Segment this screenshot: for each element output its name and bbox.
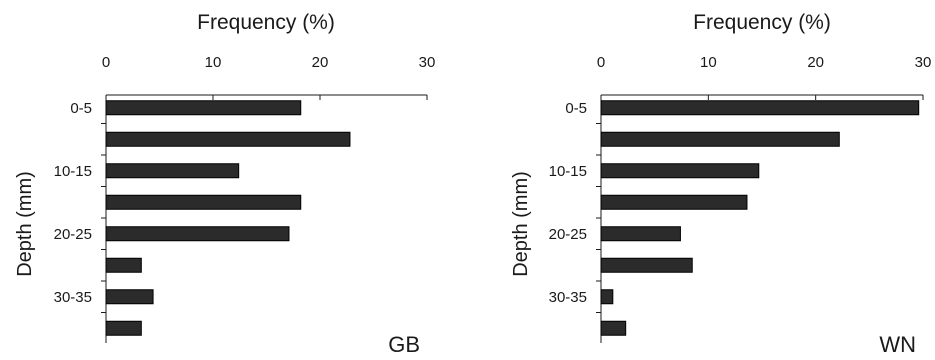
bar-5-10 [105,131,351,147]
x-tick-label: 10 [700,54,717,71]
x-tick-label: 20 [807,54,824,71]
bar-25-30 [105,257,142,273]
chart-panel-gb: Frequency (%) 0 10 20 30 0-5 10-15 20-25 30-35 De… [14,11,435,357]
bar-20-25 [600,226,681,242]
bar-25-30 [600,257,693,273]
bar-20-25 [105,226,290,242]
y-tick-label: 20-25 [54,226,92,243]
bar-0-5 [105,100,302,116]
bar-15-20 [105,194,302,210]
x-tick-label: 30 [915,54,932,71]
y-axis-title: Depth (mm) [14,171,36,277]
y-tick-label: 10-15 [549,163,587,180]
y-tick-label: 10-15 [54,163,92,180]
bar-10-15 [105,163,240,179]
y-tick-label: 20-25 [549,226,587,243]
x-tick-label: 10 [205,54,222,71]
x-tick-label: 0 [102,54,110,71]
bar-35-40 [600,320,627,336]
chart-panel-wn: Frequency (%) 0 10 20 30 0-5 10-15 20-25 30-35 De… [510,11,931,357]
y-tick-label: 0-5 [565,100,587,117]
x-tick-label: 30 [419,54,436,71]
y-tick-label: 0-5 [70,100,92,117]
panel-label: WN [879,332,916,357]
bar-30-35 [600,289,614,305]
bar-5-10 [600,131,840,147]
bar-30-35 [105,289,154,305]
bar-15-20 [600,194,748,210]
bar-10-15 [600,163,760,179]
x-axis-title: Frequency (%) [693,11,831,34]
bar-0-5 [600,100,920,116]
y-tick-label: 30-35 [549,289,587,306]
bar-35-40 [105,320,142,336]
panel-label: GB [388,332,420,357]
x-tick-label: 0 [597,54,605,71]
x-axis-title: Frequency (%) [197,11,335,34]
y-axis-title: Depth (mm) [510,171,532,277]
x-tick-label: 20 [312,54,329,71]
y-tick-label: 30-35 [54,289,92,306]
